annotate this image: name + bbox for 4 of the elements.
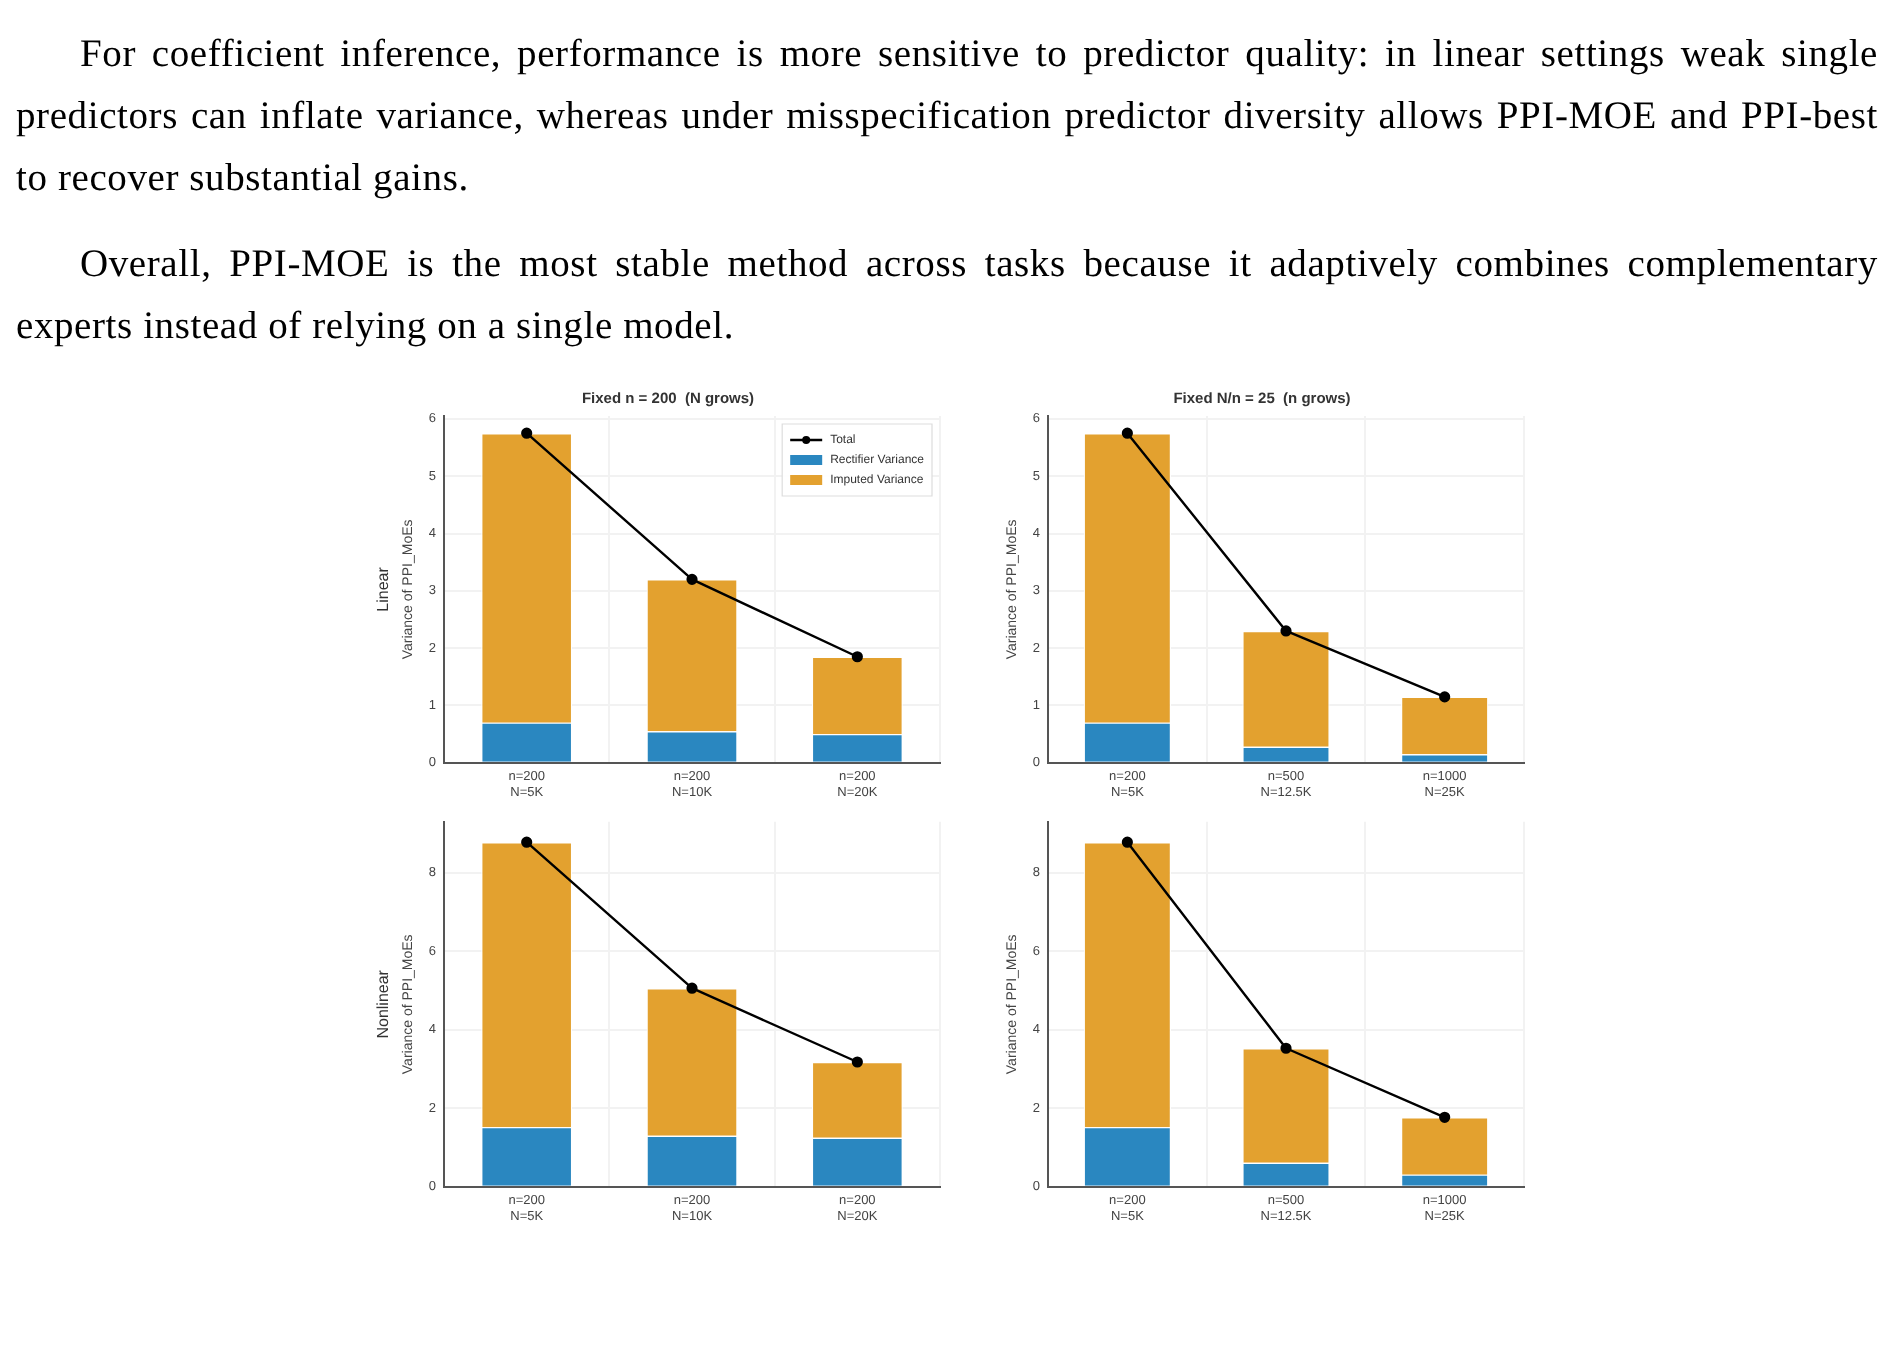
text: For coefficient inference, performance is more sensitive to predictor quality: in linear settings weak single predictors can inflate variance, whereas under misspecification predictor diversity allows PPI-MOE and PPI-best to recover substantial gains. — [16, 32, 1878, 204]
text: Linear — [374, 566, 393, 612]
text: Nonlinear — [374, 969, 393, 1039]
text: Overall, PPI-MOE is the most stable method across tasks because it adaptively combines complementary experts instead of relying on a single model. — [16, 242, 1878, 352]
